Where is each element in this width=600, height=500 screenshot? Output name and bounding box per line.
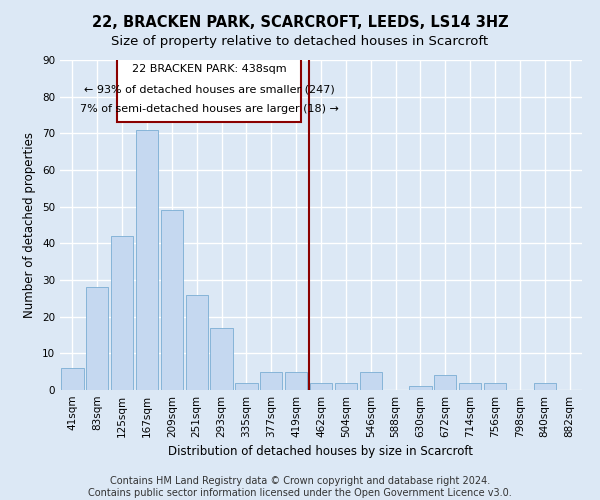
Text: Contains HM Land Registry data © Crown copyright and database right 2024.
Contai: Contains HM Land Registry data © Crown c…	[88, 476, 512, 498]
Bar	[235, 382, 257, 390]
Bar	[136, 130, 158, 390]
Bar	[359, 372, 382, 390]
Bar	[310, 382, 332, 390]
Bar	[260, 372, 283, 390]
Text: 22 BRACKEN PARK: 438sqm: 22 BRACKEN PARK: 438sqm	[132, 64, 286, 74]
Text: Size of property relative to detached houses in Scarcroft: Size of property relative to detached ho…	[112, 35, 488, 48]
Bar	[285, 372, 307, 390]
Bar	[161, 210, 183, 390]
Bar	[185, 294, 208, 390]
Bar	[533, 382, 556, 390]
Y-axis label: Number of detached properties: Number of detached properties	[23, 132, 37, 318]
FancyBboxPatch shape	[117, 56, 301, 122]
Bar	[459, 382, 481, 390]
X-axis label: Distribution of detached houses by size in Scarcroft: Distribution of detached houses by size …	[169, 446, 473, 458]
Text: 7% of semi-detached houses are larger (18) →: 7% of semi-detached houses are larger (1…	[80, 104, 338, 115]
Bar	[211, 328, 233, 390]
Bar	[61, 368, 83, 390]
Bar	[86, 288, 109, 390]
Bar	[434, 376, 457, 390]
Bar	[335, 382, 357, 390]
Text: ← 93% of detached houses are smaller (247): ← 93% of detached houses are smaller (24…	[84, 84, 335, 94]
Bar	[409, 386, 431, 390]
Bar	[484, 382, 506, 390]
Text: 22, BRACKEN PARK, SCARCROFT, LEEDS, LS14 3HZ: 22, BRACKEN PARK, SCARCROFT, LEEDS, LS14…	[92, 15, 508, 30]
Bar	[111, 236, 133, 390]
